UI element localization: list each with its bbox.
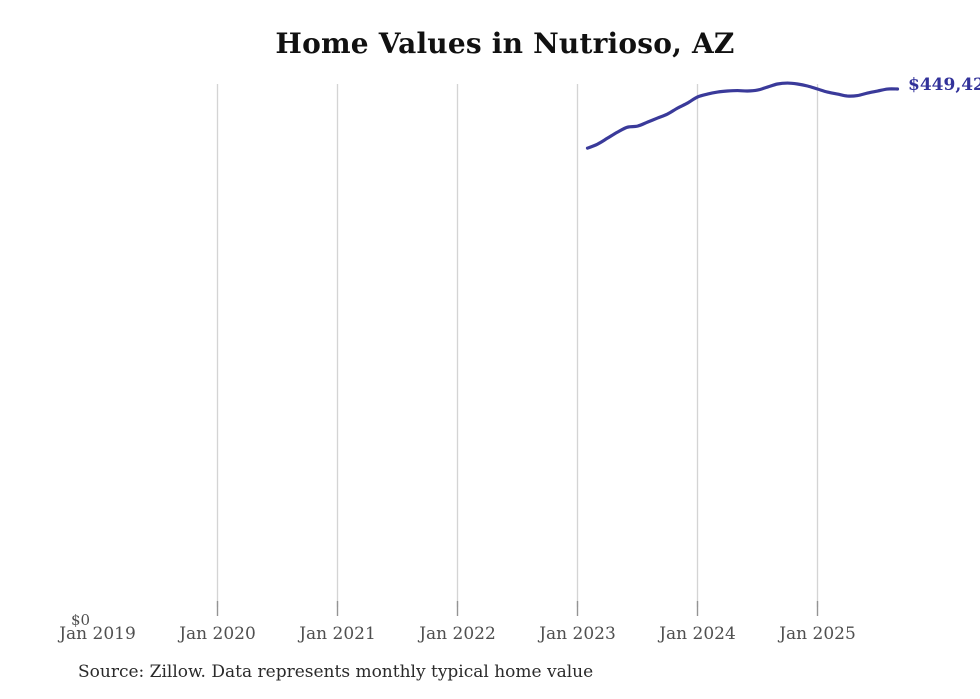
x-tick-label: Jan 2020	[179, 624, 256, 644]
x-tick-label: Jan 2023	[539, 624, 616, 644]
x-tick-label: Jan 2024	[659, 624, 736, 644]
x-axis-tick-marks	[216, 601, 819, 616]
x-tick-label: Jan 2019	[59, 624, 136, 644]
x-tick-label: Jan 2021	[299, 624, 376, 644]
home-value-line	[585, 81, 900, 150]
x-tick-label: Jan 2022	[419, 624, 496, 644]
page-title: Home Values in Nutrioso, AZ	[275, 27, 735, 60]
y-zero-label: $0	[71, 611, 91, 629]
source-note: Source: Zillow. Data represents monthly …	[78, 662, 594, 682]
gridlines	[216, 84, 819, 607]
latest-value-annotation: $449,42	[908, 75, 980, 95]
x-tick-label: Jan 2025	[779, 624, 856, 644]
